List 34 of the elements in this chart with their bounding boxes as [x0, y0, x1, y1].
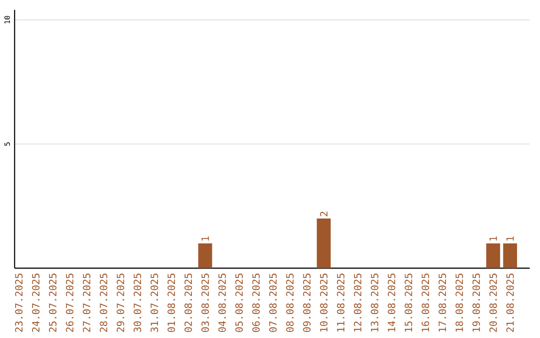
- data-label: 1: [202, 236, 209, 241]
- x-tick-label: 07.08.2025: [269, 274, 277, 332]
- x-tick-label: 05.08.2025: [235, 274, 243, 332]
- x-tick-label: 09.08.2025: [303, 274, 311, 332]
- x-tick-label: 01.08.2025: [168, 274, 176, 332]
- x-tick-label: 20.08.2025: [489, 274, 497, 332]
- x-tick-label: 12.08.2025: [354, 274, 362, 332]
- x-tick-label: 21.08.2025: [506, 274, 514, 332]
- data-label: 1: [490, 236, 497, 241]
- x-tick-label: 13.08.2025: [370, 274, 378, 332]
- x-tick-label: 26.07.2025: [66, 274, 74, 332]
- x-tick-label: 16.08.2025: [422, 274, 430, 332]
- x-tick-label: 02.08.2025: [184, 274, 192, 332]
- x-tick-label: 10.08.2025: [320, 274, 328, 332]
- x-tick-label: 19.08.2025: [472, 274, 480, 332]
- x-tick-label: 28.07.2025: [100, 274, 108, 332]
- data-label: 2: [320, 212, 328, 216]
- x-tick-label: 27.07.2025: [82, 274, 90, 332]
- x-tick-label: 25.07.2025: [48, 274, 56, 332]
- x-tick-label: 11.08.2025: [336, 274, 344, 332]
- x-tick-label: 29.07.2025: [116, 274, 124, 332]
- x-tick-label: 14.08.2025: [388, 274, 396, 332]
- x-tick-label: 15.08.2025: [404, 274, 412, 332]
- x-tick-label: 04.08.2025: [218, 274, 226, 332]
- data-label: 1: [506, 236, 514, 241]
- x-tick-label: 24.07.2025: [32, 274, 40, 332]
- x-tick-label: 23.07.2025: [15, 274, 23, 332]
- x-tick-label: 17.08.2025: [438, 274, 446, 332]
- x-tick-label: 31.07.2025: [150, 274, 158, 332]
- x-tick-label: 03.08.2025: [201, 274, 209, 332]
- x-tick-label: 06.08.2025: [252, 274, 260, 332]
- x-tick-label: 18.08.2025: [456, 274, 464, 332]
- x-tick-label: 30.07.2025: [134, 274, 142, 332]
- x-tick-label: 08.08.2025: [286, 274, 294, 332]
